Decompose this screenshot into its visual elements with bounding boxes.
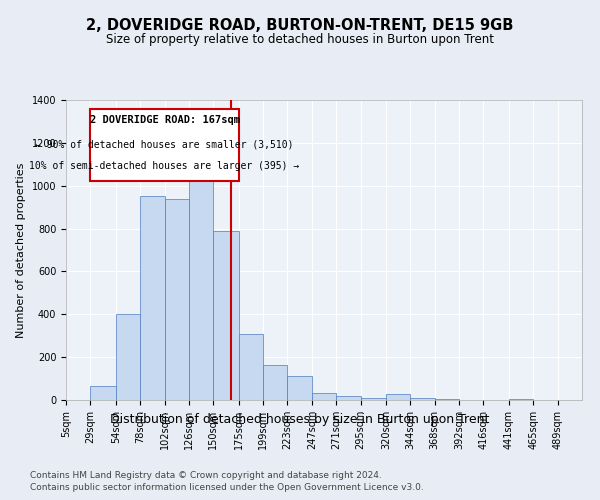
Bar xyxy=(287,376,312,400)
Text: 2, DOVERIDGE ROAD, BURTON-ON-TRENT, DE15 9GB: 2, DOVERIDGE ROAD, BURTON-ON-TRENT, DE15… xyxy=(86,18,514,32)
Text: Distribution of detached houses by size in Burton upon Trent: Distribution of detached houses by size … xyxy=(110,412,490,426)
Text: Size of property relative to detached houses in Burton upon Trent: Size of property relative to detached ho… xyxy=(106,32,494,46)
Bar xyxy=(263,364,287,400)
Bar xyxy=(164,198,189,400)
Bar xyxy=(213,230,239,400)
Bar xyxy=(509,399,533,400)
Bar xyxy=(410,398,435,400)
Bar xyxy=(361,398,386,400)
Bar xyxy=(140,196,164,400)
Bar xyxy=(239,334,263,400)
Y-axis label: Number of detached properties: Number of detached properties xyxy=(16,162,26,338)
Bar xyxy=(312,392,336,400)
Bar xyxy=(386,394,410,400)
Text: Contains HM Land Registry data © Crown copyright and database right 2024.: Contains HM Land Registry data © Crown c… xyxy=(30,471,382,480)
Text: 2 DOVERIDGE ROAD: 167sqm: 2 DOVERIDGE ROAD: 167sqm xyxy=(89,115,239,125)
Text: 10% of semi-detached houses are larger (395) →: 10% of semi-detached houses are larger (… xyxy=(29,161,299,171)
Bar xyxy=(91,386,116,400)
FancyBboxPatch shape xyxy=(91,109,239,181)
Bar xyxy=(336,396,361,400)
Text: Contains public sector information licensed under the Open Government Licence v3: Contains public sector information licen… xyxy=(30,484,424,492)
Bar xyxy=(189,164,213,400)
Bar xyxy=(116,314,140,400)
Text: ← 90% of detached houses are smaller (3,510): ← 90% of detached houses are smaller (3,… xyxy=(35,139,294,149)
